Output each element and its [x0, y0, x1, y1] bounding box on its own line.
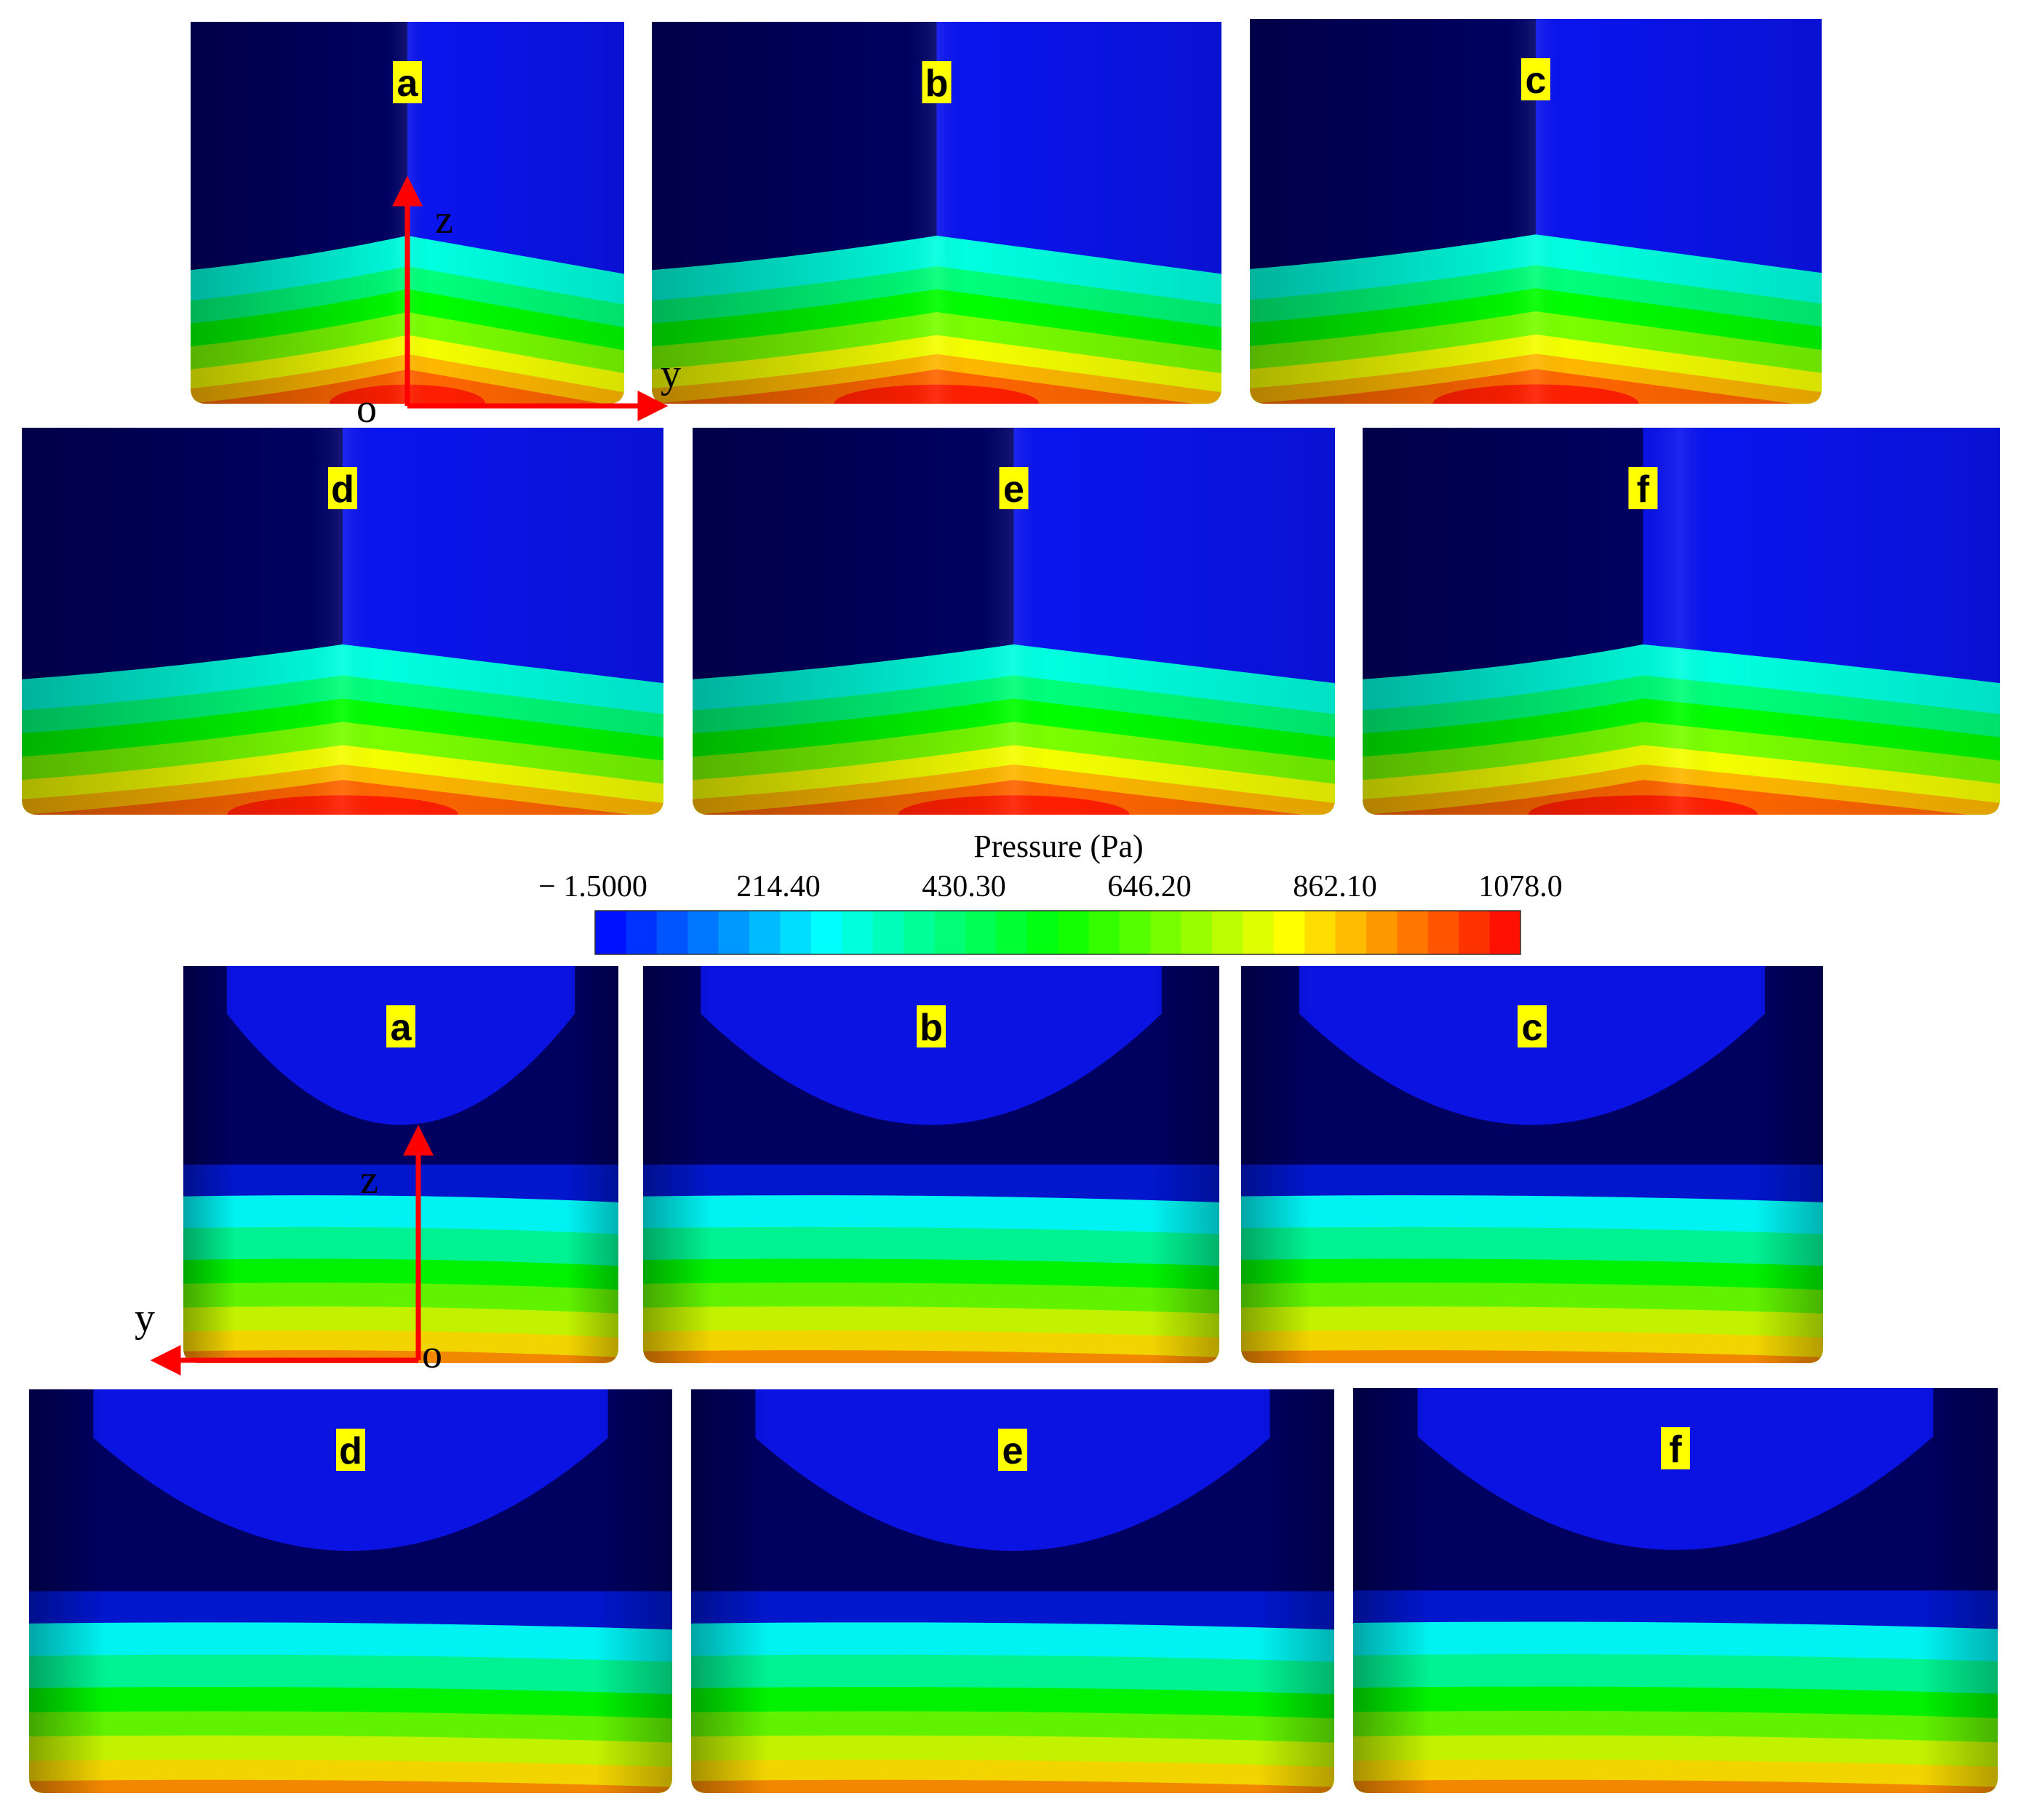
panel-label: f [1669, 1429, 1682, 1471]
colorbar-swatch [1027, 911, 1059, 954]
top-panel-b: b [652, 22, 1221, 404]
colorbar-tick-4: 862.10 [1293, 870, 1377, 903]
colorbar-swatch [718, 911, 750, 954]
top-panel-d: d [22, 428, 663, 815]
panel-label-bg [336, 1429, 365, 1471]
panel-label-bg [922, 61, 952, 103]
top-z-label: z [435, 197, 453, 242]
colorbar-swatch [1119, 911, 1151, 954]
bottom-y-label: y [135, 1296, 155, 1341]
panel-label-bg [393, 61, 422, 103]
panel-label-bg [1628, 467, 1658, 509]
panel-label: a [391, 1007, 412, 1049]
colorbar-swatch [1058, 911, 1089, 954]
panel-label-bg [328, 467, 357, 509]
colorbar-swatch [1150, 911, 1182, 954]
panel-label: e [1003, 468, 1024, 511]
bottom-panel-group: a b c d e f [29, 966, 1998, 1793]
bottom-panel-f: f [1353, 1388, 1998, 1793]
colorbar-tick-1: 214.40 [736, 870, 821, 903]
bottom-z-label: z [360, 1157, 378, 1202]
bottom-panel-a: a [183, 966, 618, 1363]
colorbar-swatch [965, 911, 997, 954]
colorbar: Pressure (Pa) − 1.5000 214.40 430.30 646… [538, 829, 1563, 955]
panel-label: e [1002, 1430, 1024, 1472]
colorbar-tick-0: − 1.5000 [538, 870, 647, 903]
colorbar-swatch [626, 911, 658, 954]
colorbar-swatch [1181, 911, 1213, 954]
top-panel-f: f [1363, 428, 2000, 815]
panel-label-bg [917, 1005, 946, 1047]
panel-label: a [397, 63, 419, 105]
colorbar-swatch [687, 911, 719, 954]
top-origin-label: o [356, 386, 377, 431]
colorbar-swatch [1489, 911, 1521, 954]
contour-shading [1363, 428, 2000, 815]
bottom-panel-e: e [691, 1389, 1334, 1793]
panel-label-bg [1518, 1005, 1547, 1047]
colorbar-tick-2: 430.30 [922, 870, 1006, 903]
colorbar-swatch [904, 911, 935, 954]
panel-label-bg [998, 1429, 1027, 1471]
bottom-origin-label: o [422, 1332, 442, 1377]
colorbar-swatch [996, 911, 1028, 954]
colorbar-swatch [780, 911, 812, 954]
top-panel-c: c [1250, 19, 1822, 404]
colorbar-swatch [1088, 911, 1120, 954]
colorbar-swatch [1273, 911, 1305, 954]
bottom-panel-b: b [643, 966, 1219, 1363]
colorbar-swatch [842, 911, 874, 954]
colorbar-title: Pressure (Pa) [973, 829, 1143, 864]
panel-label-bg [999, 467, 1029, 509]
panel-label-bg [1661, 1427, 1690, 1469]
top-panel-group: a b c d e f [22, 19, 2000, 815]
colorbar-swatch [656, 911, 688, 954]
colorbar-swatch [595, 911, 626, 954]
top-panel-e: e [693, 428, 1335, 815]
panel-label: c [1526, 60, 1547, 102]
bottom-panel-c: c [1241, 966, 1823, 1363]
colorbar-swatch [1243, 911, 1275, 954]
panel-label: d [331, 468, 354, 511]
colorbar-swatch [1304, 911, 1336, 954]
panel-label: f [1637, 468, 1650, 511]
colorbar-swatch [1335, 911, 1367, 954]
colorbar-swatch [1427, 911, 1459, 954]
colorbar-swatch [872, 911, 904, 954]
panel-label: b [925, 63, 949, 105]
colorbar-swatch [1212, 911, 1243, 954]
colorbar-tick-3: 646.20 [1107, 870, 1192, 903]
panel-label-bg [386, 1005, 415, 1047]
colorbar-frame [594, 910, 1521, 955]
top-y-label: y [661, 351, 681, 396]
bottom-axes: z y o [135, 1125, 442, 1377]
panel-label: c [1522, 1007, 1543, 1049]
top-axes: z y o [356, 175, 681, 431]
colorbar-tick-5: 1078.0 [1478, 870, 1563, 903]
colorbar-swatch [1366, 911, 1398, 954]
bottom-panel-d: d [29, 1389, 672, 1793]
colorbar-swatch [749, 911, 781, 954]
panel-label: b [920, 1007, 943, 1049]
colorbar-swatch [1397, 911, 1429, 954]
panel-label: d [339, 1430, 362, 1472]
panel-label-bg [1521, 58, 1550, 100]
colorbar-swatch [934, 911, 966, 954]
colorbar-swatch [810, 911, 842, 954]
colorbar-swatch [1459, 911, 1491, 954]
